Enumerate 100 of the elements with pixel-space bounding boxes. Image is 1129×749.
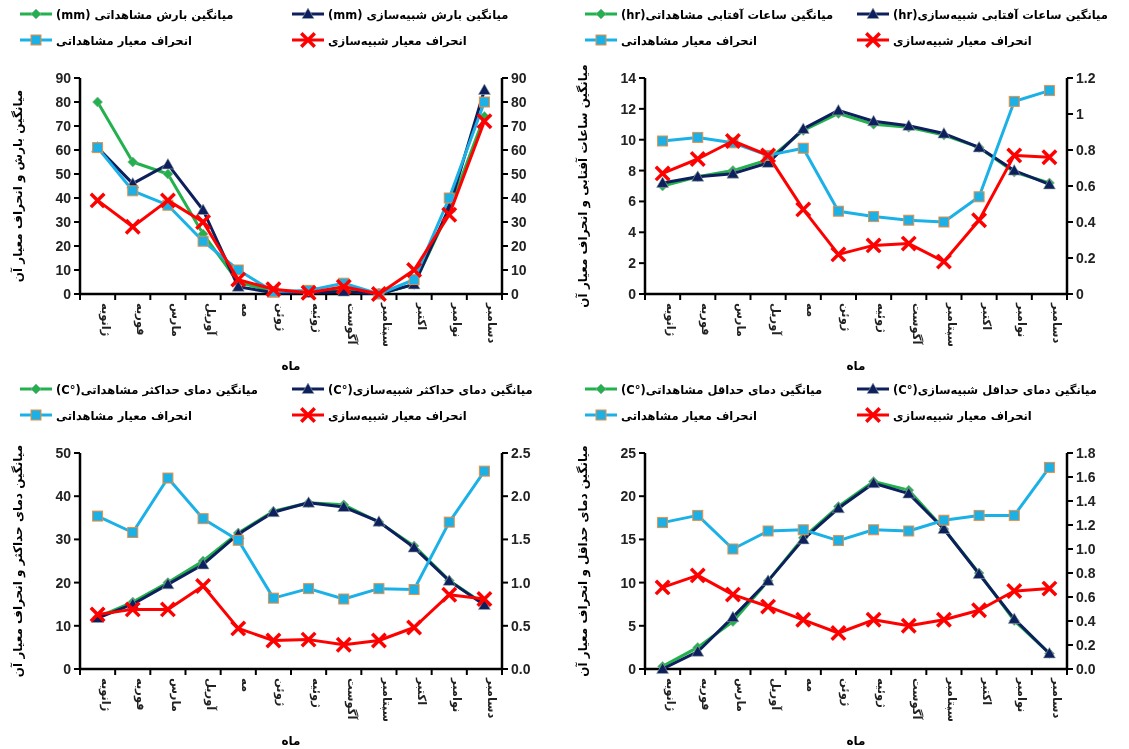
x-tick-label: دسامبر [485,677,500,719]
x-tick-label: مارس [168,303,183,337]
y2-tick-label: 0 [511,286,519,302]
y-tick-label: 25 [620,445,637,461]
y2-tick-label: 0.8 [1076,565,1096,581]
x-axis-title: ماه [846,734,866,748]
y2-tick-label: 1.2 [1076,517,1096,533]
x-tick-label: اکتبر [415,677,430,706]
x-axis-title: ماه [281,734,301,748]
y-tick-label: 12 [620,100,637,117]
y-tick-label: 80 [55,94,72,110]
x-tick-label: مه [804,303,819,318]
x-tick-label: اکتبر [980,302,995,331]
x-tick-label: ژانویه [97,678,113,712]
legend-label: انحراف معیار شبیه‌سازی [328,34,467,48]
y-tick-label: 4 [628,224,637,241]
x-tick-label: نوامبر [1014,677,1030,713]
x-tick-label: ژوئیه [308,678,324,708]
x-tick-label: ژوئن [838,678,854,707]
x-tick-label: ژوئیه [873,303,889,333]
y2-tick-label: 10 [511,262,527,278]
legend-label: انحراف معیار شبیه‌سازی [893,409,1032,423]
x-tick-label: ژانویه [662,303,678,337]
y2-tick-label: 0.6 [1076,589,1096,605]
x-tick-label: آوریل [203,678,219,712]
y2-tick-label: 1.6 [1076,469,1096,485]
y2-tick-label: 0.4 [1076,214,1096,230]
y2-tick-label: 20 [511,238,527,254]
y2-tick-label: 1.5 [511,531,531,548]
y-tick-label: 90 [55,70,72,86]
y-axis-title: میانگین دمای حداقل و انحراف معیار آن [575,445,591,677]
y-tick-label: 10 [620,131,637,148]
y-tick-label: 2 [628,255,637,272]
y-tick-label: 50 [55,445,72,461]
y-tick-label: 8 [628,162,637,179]
x-tick-label: فوریه [132,678,148,711]
y2-tick-label: 0.8 [1076,142,1096,158]
x-tick-label: آگوست [343,678,359,721]
x-tick-label: نوامبر [449,302,465,338]
y-tick-label: 40 [55,488,72,505]
y-tick-label: 60 [55,142,72,158]
y2-tick-label: 0.5 [511,617,531,634]
y2-tick-label: 1.4 [1076,493,1096,509]
x-tick-label: فوریه [697,303,713,336]
x-tick-label: ژانویه [97,303,113,337]
y-tick-label: 0 [628,286,637,302]
y2-tick-label: 0.4 [1076,613,1096,629]
x-axis-title: ماه [281,359,301,373]
y-tick-label: 14 [620,70,637,86]
x-tick-label: سپتامبر [944,302,959,347]
x-tick-label: اکتبر [415,302,430,331]
y-axis-title: میانگین دمای حداکثر و انحراف معیار آن [10,444,26,678]
y-axis-title: میانگین بارش و انحراف معیار آن [10,89,26,283]
y2-tick-label: 1.8 [1076,445,1096,461]
legend-label: میانگین دمای حداقل شبیه‌سازی(°C) [893,383,1097,397]
y2-tick-label: 40 [511,190,527,206]
x-tick-label: دسامبر [1050,302,1065,344]
y2-tick-label: 2.5 [511,445,531,461]
x-tick-label: ژوئیه [308,303,324,333]
y-axis-title: میانگین ساعات آفتابی و انحراف معیار آن [575,64,591,308]
y-tick-label: 50 [55,166,72,182]
x-tick-label: آگوست [908,678,924,721]
x-tick-label: مارس [168,678,183,712]
y2-tick-label: 0.2 [1076,637,1096,653]
y2-tick-label: 50 [511,166,527,182]
x-tick-label: فوریه [132,303,148,336]
y2-tick-label: 0.6 [1076,178,1096,194]
y-tick-label: 70 [55,118,72,134]
x-tick-label: فوریه [697,678,713,711]
x-tick-label: مه [239,678,254,693]
x-tick-label: مه [239,303,254,318]
x-tick-label: سپتامبر [944,677,959,722]
y2-tick-label: 90 [511,70,527,86]
x-tick-label: سپتامبر [379,677,394,722]
legend-label: انحراف معیار شبیه‌سازی [893,34,1032,48]
legend-label: انحراف معیار مشاهداتی [56,34,192,48]
y2-tick-label: 60 [511,142,527,158]
y-tick-label: 10 [55,617,72,634]
x-axis-title: ماه [846,359,866,373]
x-tick-label: نوامبر [1014,302,1030,338]
legend-label: میانگین ساعات آفتابی شبیه‌سازی(hr) [893,8,1108,22]
legend-label: انحراف معیار مشاهداتی [56,409,192,423]
y2-tick-label: 0 [1076,286,1084,302]
y-tick-label: 5 [628,617,637,634]
legend-label: انحراف معیار مشاهداتی [621,34,757,48]
legend-label: انحراف معیار شبیه‌سازی [328,409,467,423]
x-tick-label: مارس [733,678,748,712]
x-tick-label: دسامبر [1050,677,1065,719]
y-tick-label: 0 [628,661,637,677]
x-tick-label: نوامبر [449,677,465,713]
y-tick-label: 30 [55,531,72,548]
x-tick-label: دسامبر [485,302,500,344]
legend-label: میانگین ساعات آفتابی مشاهداتی(hr) [621,8,834,22]
y2-tick-label: 1.0 [511,574,531,591]
x-tick-label: مارس [733,303,748,337]
y2-tick-label: 0.2 [1076,250,1096,266]
y-tick-label: 30 [55,214,72,230]
y2-tick-label: 80 [511,94,527,110]
x-tick-label: سپتامبر [379,302,394,347]
y-tick-label: 20 [55,238,72,254]
